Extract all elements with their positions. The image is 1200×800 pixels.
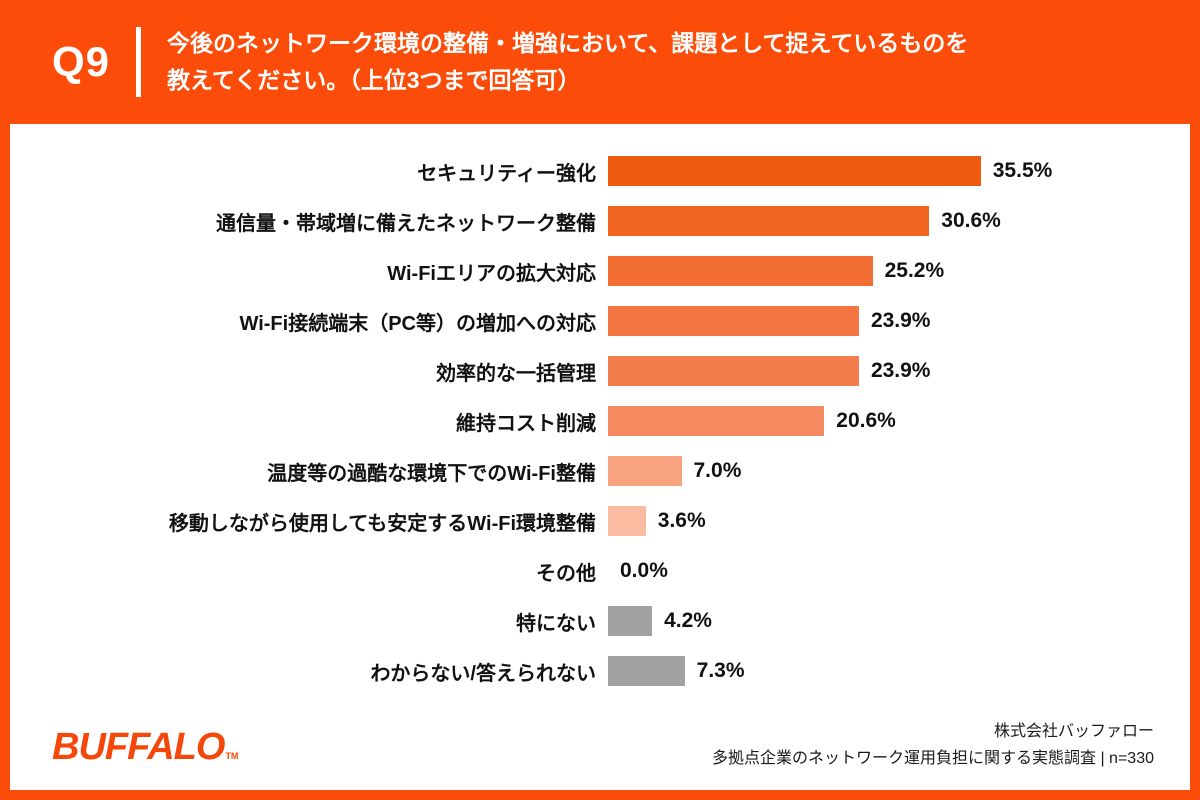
header-divider: [136, 27, 142, 97]
bar: [608, 156, 981, 186]
bar: [608, 306, 859, 336]
bar: [608, 356, 859, 386]
chart-row: Wi-Fiエリアの拡大対応 25.2%: [10, 246, 1166, 296]
trademark-symbol: TM: [225, 751, 239, 761]
chart-row: セキュリティー強化 35.5%: [10, 146, 1166, 196]
value-label: 30.6%: [941, 209, 1001, 232]
bar-track: 4.2%: [608, 606, 712, 636]
category-label: Wi-Fi接続端末（PC等）の増加への対応: [239, 312, 596, 335]
chart-row: 維持コスト削減 20.6%: [10, 396, 1166, 446]
chart-row: 特にない 4.2%: [10, 596, 1166, 646]
value-label: 20.6%: [836, 409, 896, 432]
bar-track: 20.6%: [608, 406, 896, 436]
category-label: 移動しながら使用しても安定するWi-Fi環境整備: [168, 512, 596, 535]
bar-track: 7.0%: [608, 456, 741, 486]
question-number: Q9: [52, 38, 111, 85]
value-label: 23.9%: [870, 359, 931, 382]
value-label: 7.3%: [696, 659, 745, 682]
question-header: Q9 今後のネットワーク環境の整備・増強において、課題として捉えているものを 教…: [0, 0, 1200, 124]
bar: [608, 256, 873, 286]
chart-row: 効率的な一括管理 23.9%: [10, 346, 1166, 396]
survey-credits: 株式会社バッファロー 多拠点企業のネットワーク運用負担に関する実態調査 | n=…: [712, 719, 1154, 772]
value-label: 3.6%: [657, 509, 706, 532]
bar: [608, 456, 682, 486]
bar: [608, 406, 825, 436]
bar-track: 23.9%: [608, 306, 930, 336]
category-label: セキュリティー強化: [417, 162, 596, 185]
category-label: 効率的な一括管理: [436, 362, 596, 385]
bar-track: 3.6%: [608, 506, 706, 536]
bar-track: 7.3%: [608, 656, 745, 686]
value-label: 35.5%: [992, 159, 1053, 182]
bar: [608, 206, 930, 236]
bar-chart: セキュリティー強化 35.5% 通信量・帯域増に備えたネットワーク整備 30.6% Wi…: [10, 146, 1166, 719]
value-label: 7.0%: [693, 459, 742, 482]
bar-track: 30.6%: [608, 206, 1001, 236]
value-label: 25.2%: [884, 259, 945, 282]
category-label: 通信量・帯域増に備えたネットワーク整備: [216, 212, 596, 235]
category-label: その他: [536, 562, 596, 585]
bar: [608, 606, 653, 636]
question-title-line2: 教えてください。（上位3つまで回答可）: [167, 67, 581, 93]
value-label: 23.9%: [870, 309, 931, 332]
chart-row: その他 0.0%: [10, 546, 1166, 596]
bar-track: 25.2%: [608, 256, 944, 286]
chart-row: Wi-Fi接続端末（PC等）の増加への対応 23.9%: [10, 296, 1166, 346]
question-title-line1: 今後のネットワーク環境の整備・増強において、課題として捉えているものを: [167, 30, 969, 57]
panel-footer: BUFFALOTM 株式会社バッファロー 多拠点企業のネットワーク運用負担に関す…: [10, 719, 1166, 780]
category-label: わからない/答えられない: [370, 662, 596, 685]
bar: [608, 656, 685, 686]
chart-row: 移動しながら使用しても安定するWi-Fi環境整備 3.6%: [10, 496, 1166, 546]
category-label: 維持コスト削減: [456, 412, 596, 435]
company-name: 株式会社バッファロー: [993, 723, 1154, 741]
survey-name: 多拠点企業のネットワーク運用負担に関する実態調査 | n=330: [712, 749, 1154, 767]
category-label: Wi-Fiエリアの拡大対応: [387, 262, 596, 285]
category-label: 温度等の過酷な環境下でのWi-Fi整備: [267, 462, 596, 485]
value-label: 4.2%: [664, 609, 712, 632]
chart-row: 温度等の過酷な環境下でのWi-Fi整備 7.0%: [10, 446, 1166, 496]
buffalo-logo: BUFFALOTM: [52, 726, 239, 768]
chart-panel: セキュリティー強化 35.5% 通信量・帯域増に備えたネットワーク整備 30.6% Wi…: [10, 124, 1190, 790]
bar-track: 0.0%: [608, 559, 668, 583]
category-label: 特にない: [516, 612, 596, 635]
bar: [608, 506, 646, 536]
bar-track: 23.9%: [608, 356, 930, 386]
chart-row: わからない/答えられない 7.3%: [10, 646, 1166, 696]
chart-row: 通信量・帯域増に備えたネットワーク整備 30.6%: [10, 196, 1166, 246]
question-title: 今後のネットワーク環境の整備・増強において、課題として捉えているものを 教えてく…: [167, 25, 968, 99]
value-label: 0.0%: [620, 559, 668, 582]
bar-track: 35.5%: [608, 156, 1052, 186]
